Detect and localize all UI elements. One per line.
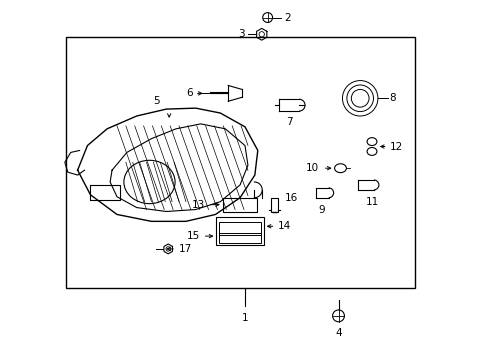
Text: 11: 11 [365,197,378,207]
Bar [66,37,414,288]
Text: 12: 12 [389,141,402,152]
Ellipse shape [123,160,175,204]
Text: 1: 1 [241,313,248,323]
Text: 2: 2 [284,13,290,23]
Text: 3: 3 [238,29,244,39]
Text: 8: 8 [389,93,396,103]
Text: 13: 13 [191,199,204,210]
Bar [270,198,277,212]
Bar [223,198,257,212]
Text: 5: 5 [153,96,160,106]
Text: 10: 10 [305,163,318,173]
Text: 17: 17 [179,244,192,254]
Text: 6: 6 [186,88,192,98]
Text: 14: 14 [277,221,290,231]
Text: 4: 4 [335,328,341,338]
Bar [216,217,263,245]
Text: 15: 15 [186,231,199,241]
Text: 16: 16 [284,193,297,203]
Text: 7: 7 [285,117,292,127]
Bar [219,222,260,235]
Text: 9: 9 [318,204,325,215]
Bar [219,233,260,243]
